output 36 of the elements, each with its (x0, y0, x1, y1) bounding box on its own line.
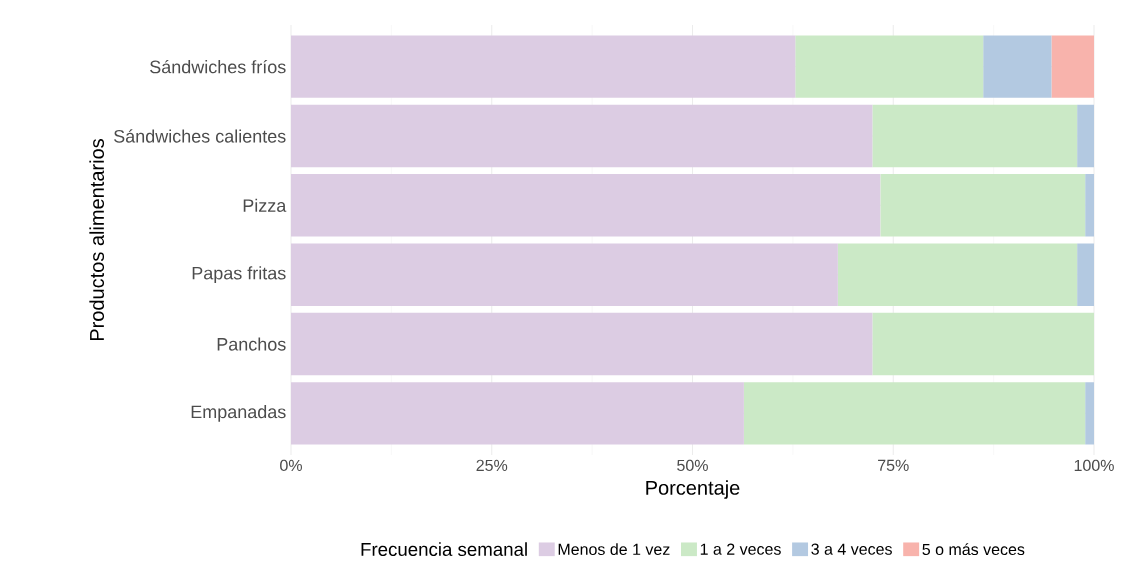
x-tick-label: 25% (476, 459, 508, 472)
bar (291, 312, 873, 376)
legend-label: 5 o más veces (922, 543, 1025, 556)
bar (291, 104, 873, 168)
bar (872, 312, 1095, 376)
bar (837, 243, 1078, 306)
legend-label: 1 a 2 veces (700, 543, 781, 555)
bar (795, 35, 984, 98)
y-tick-label: Sándwiches fríos (150, 59, 286, 74)
bar (1051, 35, 1095, 98)
y-tick-label: Sándwiches calientes (114, 129, 286, 143)
bar (1077, 243, 1095, 306)
bar (291, 35, 796, 98)
bar (872, 104, 1078, 168)
y-tick-label: Pizza (243, 198, 287, 212)
legend-label: 3 a 4 veces (811, 543, 892, 555)
x-axis-title: Porcentaje (646, 480, 740, 499)
y-tick-label: Empanadas (191, 404, 286, 422)
y-axis-title: Productos alimentarios (89, 139, 105, 341)
bar (291, 382, 744, 445)
legend-label: Menos de 1 vez (558, 543, 670, 556)
bar (983, 35, 1052, 98)
x-tick-label: 75% (878, 459, 909, 471)
bar (1085, 382, 1095, 445)
bar (880, 174, 1086, 237)
bar (1077, 104, 1095, 168)
y-tick-label: Papas fritas (192, 266, 286, 284)
bar (1085, 174, 1095, 237)
x-tick-label: 100% (1074, 459, 1114, 472)
y-tick-label: Panchos (217, 337, 286, 351)
bar (291, 243, 838, 306)
bar (743, 382, 1086, 445)
x-tick-label: 0% (280, 459, 302, 472)
legend-title: Frecuencia semanal (361, 542, 527, 557)
bar (291, 174, 881, 237)
x-tick-label: 50% (677, 459, 708, 472)
